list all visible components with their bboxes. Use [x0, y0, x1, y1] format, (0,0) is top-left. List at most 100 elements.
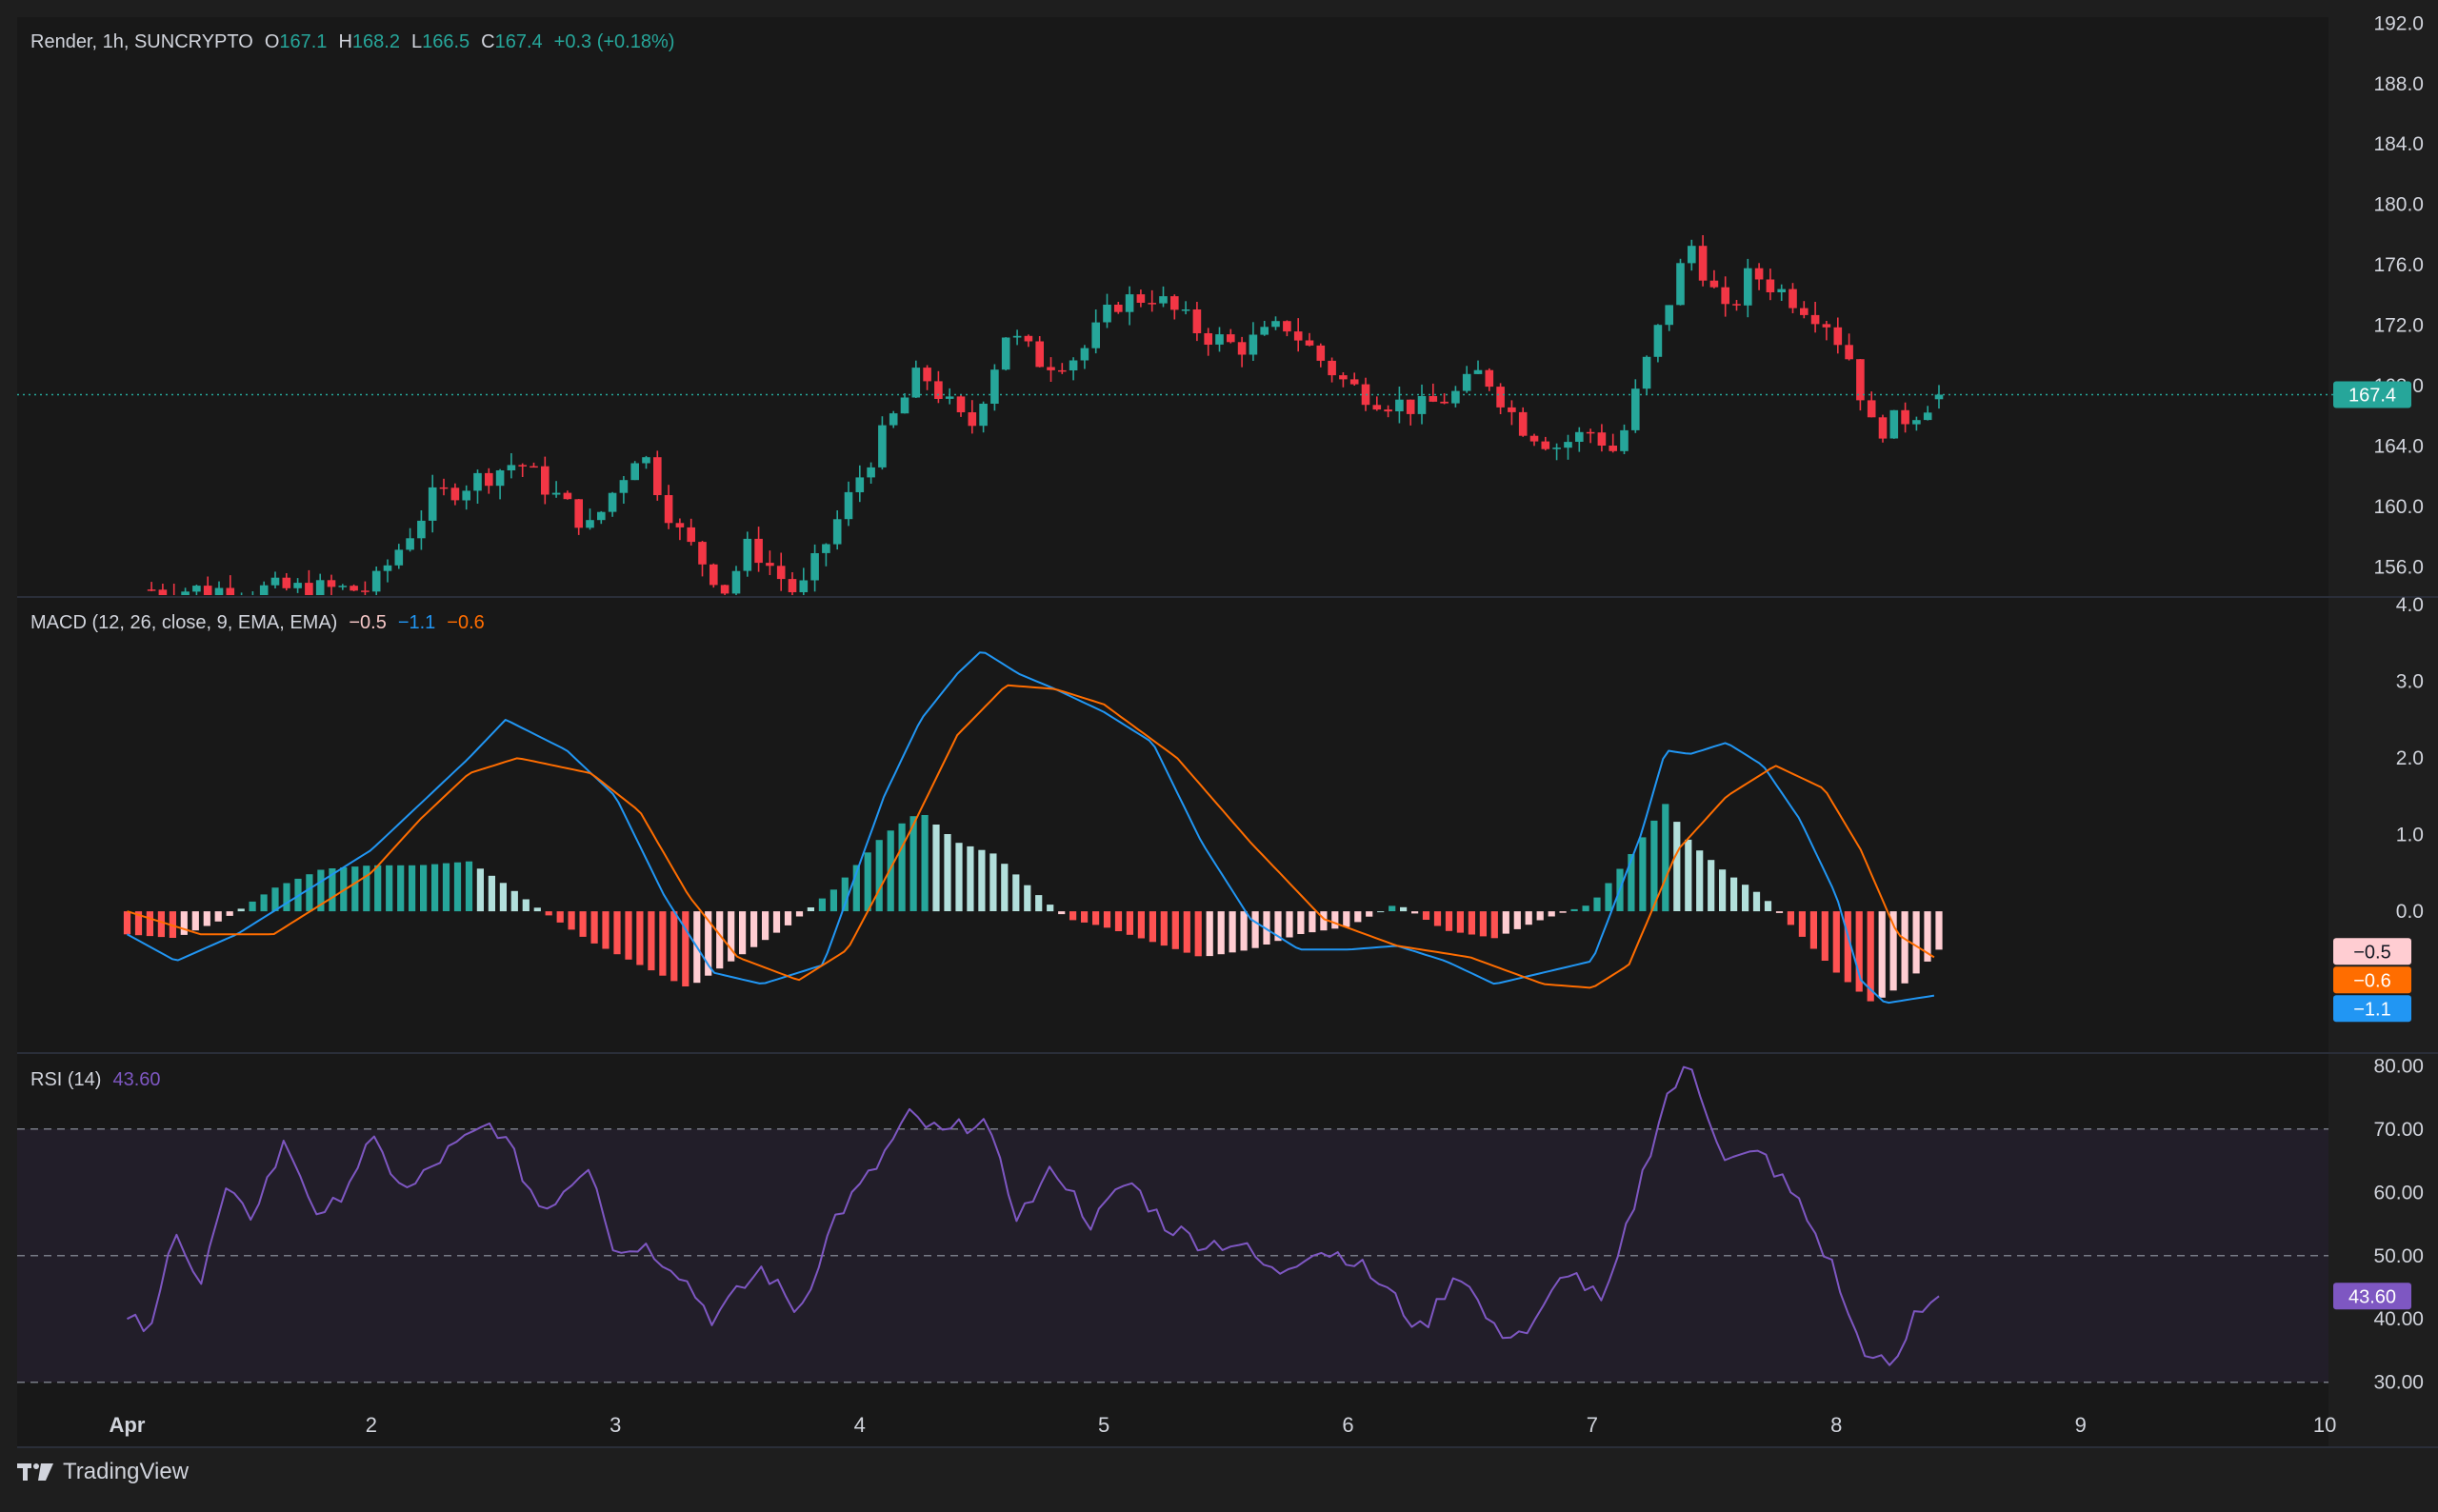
macd-histogram-bar	[1912, 911, 1920, 974]
candle-body	[810, 553, 819, 581]
macd-histogram-bar	[1354, 911, 1362, 923]
price-axis-tick: 184.0	[2373, 133, 2424, 155]
macd-histogram-bar	[1274, 911, 1282, 942]
candle-body	[766, 563, 774, 567]
macd-histogram-bar	[317, 869, 325, 912]
macd-histogram-bar	[795, 911, 804, 917]
candle-body	[1777, 288, 1786, 292]
candle-body	[923, 368, 931, 382]
candle-body	[1609, 446, 1617, 451]
ohlc-open: O167.1	[264, 31, 328, 52]
macd-histogram-bar	[1536, 911, 1544, 921]
macd-histogram-bar	[625, 911, 632, 960]
candle-body	[147, 589, 156, 591]
candle-body	[350, 586, 358, 591]
last-price-badge	[2333, 381, 2411, 408]
macd-histogram-bar	[1320, 911, 1328, 931]
macd-histogram-bar	[1559, 911, 1567, 913]
candle-body	[473, 472, 482, 491]
macd-histogram-bar	[397, 865, 405, 912]
macd-histogram-bar	[1433, 911, 1442, 926]
macd-histogram-bar	[932, 825, 940, 912]
candle-body	[192, 586, 201, 592]
macd-histogram-bar	[1650, 820, 1658, 912]
macd-histogram-bar	[1708, 860, 1715, 911]
macd-histogram-bar	[1787, 911, 1794, 925]
macd-histogram-bar	[1114, 911, 1123, 931]
macd-histogram-bar	[431, 864, 439, 912]
candle-body	[1227, 334, 1235, 343]
candle-body	[305, 583, 313, 595]
macd-axis-tick: 2.0	[2396, 747, 2424, 769]
rsi-line	[127, 1065, 1940, 1366]
macd-histogram-bar	[1832, 911, 1840, 973]
time-axis-tick: 5	[1098, 1413, 1109, 1437]
candle-body	[541, 466, 550, 495]
candle-body	[530, 466, 538, 468]
macd-histogram-bar	[1730, 877, 1738, 911]
candle-body	[1529, 435, 1539, 442]
candle-body	[1564, 442, 1572, 448]
tradingview-branding[interactable]: TradingView	[17, 1459, 189, 1485]
candle-body	[1597, 432, 1607, 446]
candle-body	[855, 477, 865, 492]
candle-body	[1148, 303, 1156, 305]
macd-histogram-bar	[1878, 911, 1886, 998]
macd-histogram-bar	[1126, 911, 1133, 935]
macd-histogram-bar	[989, 853, 997, 911]
macd-hist-badge-text: −0.5	[2353, 942, 2390, 963]
macd-histogram-bar	[921, 815, 929, 912]
candle-body	[1012, 335, 1022, 338]
macd-histogram-bar	[1240, 911, 1248, 951]
macd-histogram-bar	[1035, 895, 1043, 912]
macd-histogram-bar	[237, 908, 245, 912]
candle-body	[551, 492, 561, 495]
candle-body	[1091, 322, 1100, 348]
macd-histogram-bar	[1901, 911, 1908, 984]
candle-body	[563, 492, 572, 500]
macd-histogram-bar	[351, 866, 359, 912]
macd-histogram-bar	[1502, 911, 1509, 934]
candle-body	[1473, 369, 1483, 374]
candle-body	[1518, 411, 1528, 436]
time-axis-tick: Apr	[110, 1413, 146, 1437]
macd-histogram-bar	[1490, 911, 1498, 939]
macd-histogram-bar	[1742, 885, 1749, 912]
macd-histogram-bar	[1662, 804, 1669, 912]
last-price-badge-text: 167.4	[2348, 386, 2396, 407]
candle-body	[1923, 412, 1932, 421]
macd-histogram-bar	[1160, 911, 1168, 946]
candle-body	[799, 580, 809, 592]
macd-histogram-bar	[306, 874, 313, 912]
candle-body	[1653, 325, 1663, 357]
candle-body	[158, 589, 168, 595]
candle-body	[361, 590, 370, 592]
macd-histogram-bar	[1047, 905, 1054, 912]
candle-body	[743, 538, 752, 571]
candle-body	[1451, 390, 1460, 404]
candle-body	[731, 570, 741, 594]
macd-histogram-bar	[1263, 911, 1270, 945]
candle-body	[226, 587, 235, 595]
macd-histogram-bar	[670, 911, 678, 982]
candle-body	[1047, 367, 1055, 370]
macd-histogram-bar	[1673, 822, 1681, 911]
candle-body	[1934, 394, 1944, 400]
candle-body	[406, 538, 414, 550]
macd-histogram-bar	[1809, 911, 1817, 949]
candle-body	[1665, 305, 1673, 326]
macd-histogram-bar	[123, 911, 131, 935]
macd-histogram-bar	[1024, 885, 1031, 912]
macd-histogram-bar	[682, 911, 689, 986]
candle-body	[507, 465, 516, 470]
rsi-axis-tick: 60.00	[2373, 1182, 2424, 1204]
candle-body	[709, 564, 718, 586]
macd-histogram-bar	[1867, 911, 1874, 1002]
macd-histogram-bar	[134, 911, 143, 936]
rsi-axis-tick: 80.00	[2373, 1055, 2424, 1077]
price-axis-tick: 188.0	[2373, 73, 2424, 95]
macd-histogram-bar	[420, 865, 428, 912]
macd-histogram-bar	[409, 865, 416, 912]
